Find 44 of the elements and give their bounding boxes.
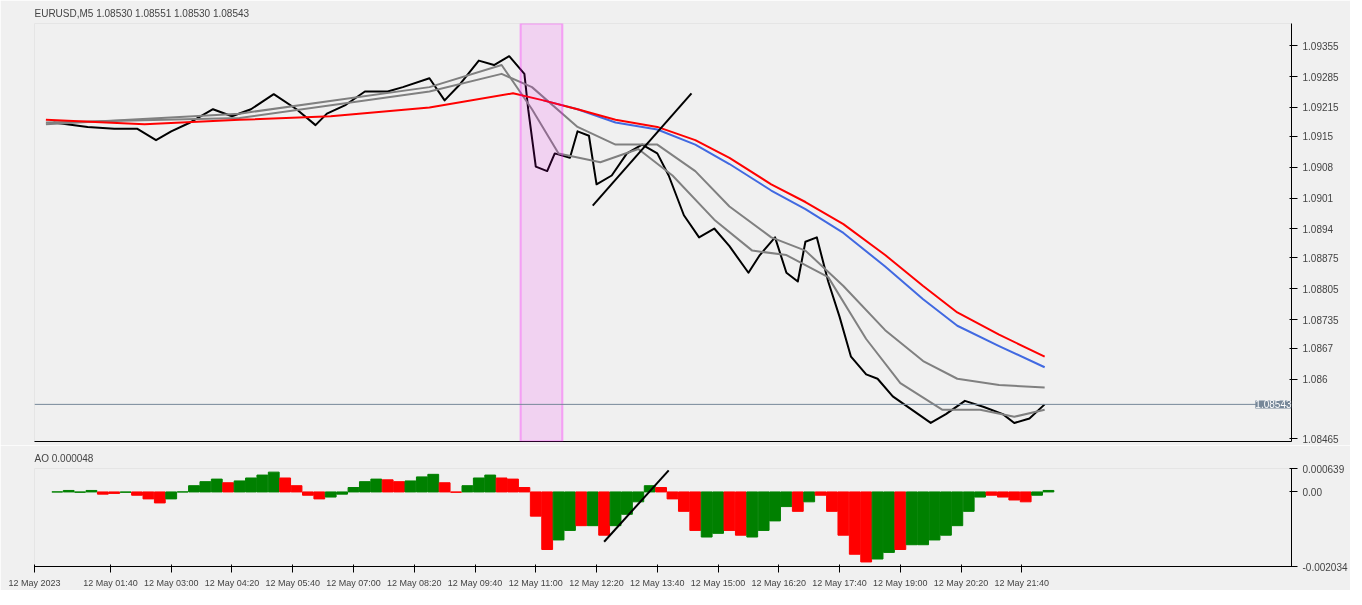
bar: [586, 491, 599, 527]
bar: [575, 491, 588, 527]
y-tick-label: 1.09355: [1302, 40, 1340, 52]
bar: [803, 491, 816, 503]
x-tick-label: 12 May 07:00: [326, 577, 381, 588]
x-tick-label: 12 May 19:00: [873, 577, 928, 588]
x-tick-label: 12 May 01:40: [83, 577, 138, 588]
x-tick-label: 12 May 20:20: [933, 577, 989, 588]
x-tick-label: 12 May 16:20: [751, 577, 807, 588]
y-tick-label: -0.002034: [1302, 561, 1348, 573]
x-tick-label: 12 May 08:20: [386, 577, 442, 588]
y-tick-label: 0.00: [1302, 486, 1323, 498]
bar: [598, 491, 611, 536]
y-tick-label: 1.08735: [1302, 314, 1340, 326]
x-tick-label: 12 May 21:40: [994, 577, 1050, 588]
x-tick-label: 12 May 2023: [8, 577, 61, 588]
bar: [222, 482, 235, 493]
x-tick-label: 12 May 03:00: [143, 577, 199, 588]
bar: [894, 491, 907, 550]
y-tick-label: 1.08875: [1302, 252, 1340, 264]
x-tick-label: 12 May 11:00: [508, 577, 563, 588]
chart-title: EURUSD,M5 1.08530 1.08551 1.08530 1.08543: [34, 7, 250, 19]
bar: [791, 491, 804, 512]
line-series: [44, 92, 1046, 358]
x-tick-label: 12 May 09:40: [447, 577, 503, 588]
y-tick-label: 1.0901: [1302, 193, 1334, 205]
y-tick-label: 1.09285: [1302, 71, 1340, 83]
ref-line-label: 1.08543: [1255, 399, 1292, 411]
y-tick-label: 1.09215: [1302, 102, 1340, 114]
y-tick-label: 1.08805: [1302, 283, 1340, 295]
y-tick-label: 1.08465: [1302, 433, 1340, 445]
x-tick-label: 12 May 12:20: [569, 577, 624, 588]
chart-title: AO 0.000048: [34, 452, 94, 464]
x-tick-label: 12 May 04:20: [204, 577, 260, 588]
x-tick-label: 12 May 17:40: [812, 577, 867, 588]
x-tick-label: 12 May 13:40: [630, 577, 685, 588]
y-tick-label: 1.0915: [1302, 131, 1334, 143]
x-tick-label: 12 May 15:00: [690, 577, 746, 588]
y-tick-label: 1.0894: [1302, 223, 1334, 235]
x-tick-label: 12 May 05:40: [265, 577, 321, 588]
y-tick-label: 1.086: [1302, 374, 1328, 386]
y-tick-label: 1.0867: [1302, 343, 1334, 355]
y-tick-label: 0.000639: [1302, 463, 1345, 475]
y-tick-label: 1.0908: [1302, 162, 1334, 174]
